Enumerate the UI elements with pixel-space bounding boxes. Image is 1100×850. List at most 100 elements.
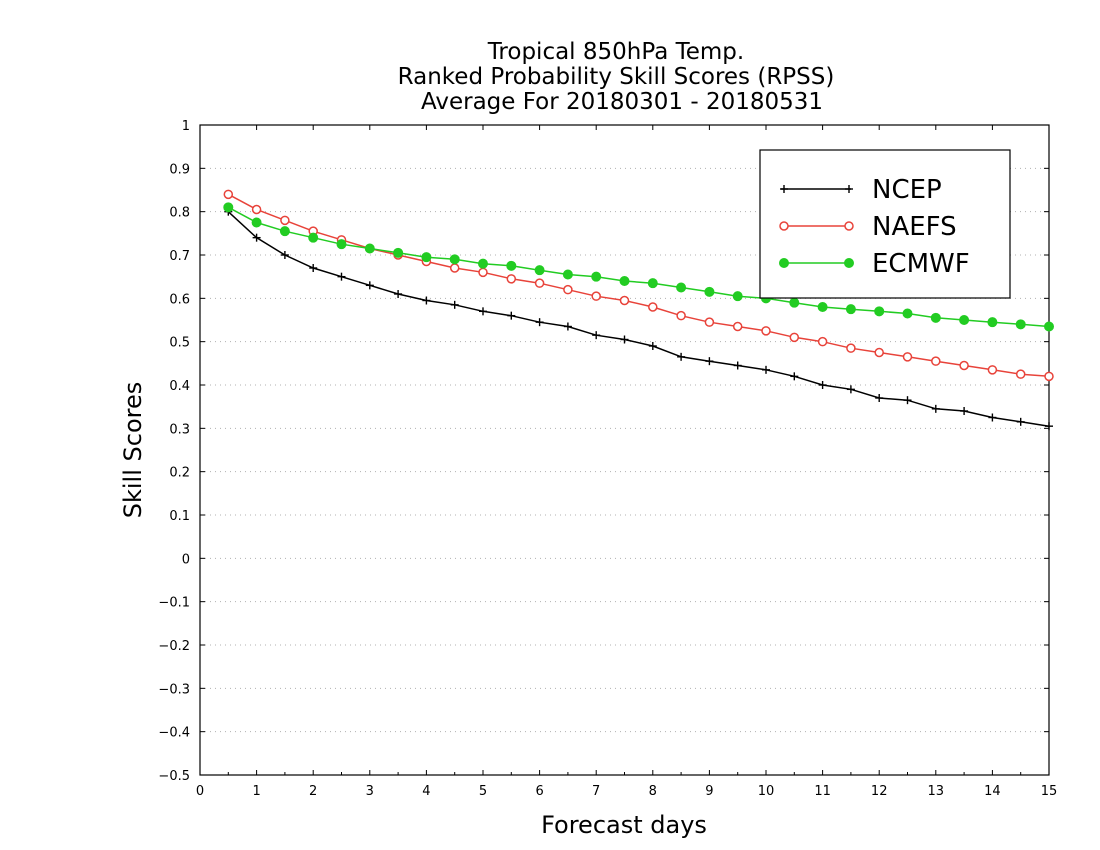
naefs-point [761, 326, 771, 336]
x-tick-label: 12 [871, 784, 888, 799]
ecmwf-point [1044, 321, 1054, 332]
y-tick-label: 0.1 [169, 509, 190, 524]
ncep-point [309, 264, 318, 272]
x-tick-label: 14 [984, 784, 1001, 799]
naefs-point [874, 347, 884, 358]
ncep-point [733, 361, 742, 370]
y-axis-label: Skill Scores [119, 382, 147, 519]
naefs-point [704, 317, 715, 327]
ncep-point [394, 290, 403, 298]
y-tick-label: 0.6 [169, 292, 190, 307]
x-axis-label: Forecast days [541, 811, 707, 839]
x-tick-label: 3 [366, 784, 374, 799]
ecmwf-point [478, 258, 488, 269]
ncep-point [648, 342, 657, 350]
naefs-point [563, 284, 573, 295]
ecmwf-point [506, 260, 517, 271]
ecmwf-point [779, 258, 789, 268]
x-tick-label: 0 [196, 784, 204, 799]
y-tick-label: 0.2 [169, 466, 190, 481]
ecmwf-point [534, 265, 545, 276]
ncep-point [479, 307, 487, 316]
ncep-point [620, 335, 629, 344]
ecmwf-point [251, 217, 262, 228]
ecmwf-point [562, 269, 573, 280]
ecmwf-point [732, 291, 743, 302]
ecmwf-point [279, 226, 290, 237]
x-tick-label: 7 [592, 784, 600, 799]
series-ecmwf [223, 202, 1054, 332]
ncep-point [818, 381, 827, 389]
legend: NCEP NAEFS ECMWF [759, 149, 1011, 299]
x-tick-label: 1 [252, 784, 260, 799]
ecmwf-point [223, 202, 234, 213]
legend-label-naefs: NAEFS [872, 212, 957, 242]
ecmwf-point [959, 315, 970, 325]
naefs-point [534, 278, 545, 288]
y-tick-label: −0.5 [158, 769, 190, 784]
x-tick-label: 2 [309, 784, 317, 799]
naefs-point [591, 291, 601, 301]
ncep-point [875, 394, 884, 402]
ecmwf-point [874, 306, 885, 317]
ncep-point [1016, 417, 1025, 426]
ecmwf-point [619, 276, 630, 286]
naefs-point [619, 295, 630, 306]
y-tick-label: 1 [182, 119, 190, 134]
ncep-point [931, 404, 940, 413]
naefs-point [779, 221, 789, 231]
legend-item-ecmwf: ECMWF [779, 249, 970, 279]
naefs-point [959, 360, 969, 371]
naefs-point [846, 343, 856, 353]
naefs-point [506, 274, 517, 284]
ecmwf-point [902, 308, 913, 319]
naefs-point [251, 204, 262, 215]
ncep-point [845, 185, 853, 193]
chart-title-line-2: Ranked Probability Skill Scores (RPSS) [398, 64, 835, 90]
legend-box [759, 149, 1011, 299]
ecmwf-point [1015, 319, 1026, 330]
ncep-point [365, 281, 374, 290]
ecmwf-point [987, 317, 998, 328]
ncep-point [790, 372, 799, 381]
ncep-point [563, 322, 572, 331]
ecmwf-point [393, 247, 404, 258]
naefs-point [931, 356, 941, 366]
ecmwf-point [845, 304, 856, 315]
y-tick-label: 0.3 [169, 422, 190, 437]
ecmwf-point [844, 258, 854, 268]
naefs-point [478, 267, 488, 278]
x-tick-label: 10 [758, 784, 775, 799]
ncep-point [592, 331, 601, 340]
legend-label-ncep: NCEP [872, 175, 942, 205]
ecmwf-point [449, 254, 460, 265]
naefs-point [844, 221, 854, 231]
series-ncep-line [227, 211, 1050, 427]
naefs-point [280, 215, 290, 226]
ecmwf-point [789, 297, 800, 308]
naefs-point [1015, 369, 1026, 379]
y-tick-label: 0.5 [169, 336, 190, 351]
naefs-point [732, 321, 743, 332]
ncep-point [677, 352, 686, 361]
y-tick-label: 0.9 [169, 162, 190, 177]
x-tick-label: 9 [705, 784, 713, 799]
ecmwf-point [676, 282, 687, 293]
ncep-point [280, 251, 289, 259]
naefs-point [449, 263, 460, 273]
y-tick-label: −0.2 [158, 639, 190, 654]
ecmwf-point [817, 302, 828, 312]
x-tick-label: 13 [928, 784, 945, 799]
ecmwf-point [704, 286, 715, 297]
ecmwf-point [364, 243, 375, 254]
ncep-point [988, 413, 997, 422]
y-tick-label: −0.1 [158, 596, 190, 611]
legend-item-naefs: NAEFS [779, 212, 957, 242]
ncep-point [1045, 422, 1053, 431]
ncep-point [422, 296, 431, 305]
y-tick-label: −0.3 [158, 682, 190, 697]
ncep-point [450, 300, 459, 309]
y-tick-label: −0.4 [158, 726, 190, 741]
x-tick-label: 4 [422, 784, 430, 799]
ncep-point [337, 272, 346, 281]
